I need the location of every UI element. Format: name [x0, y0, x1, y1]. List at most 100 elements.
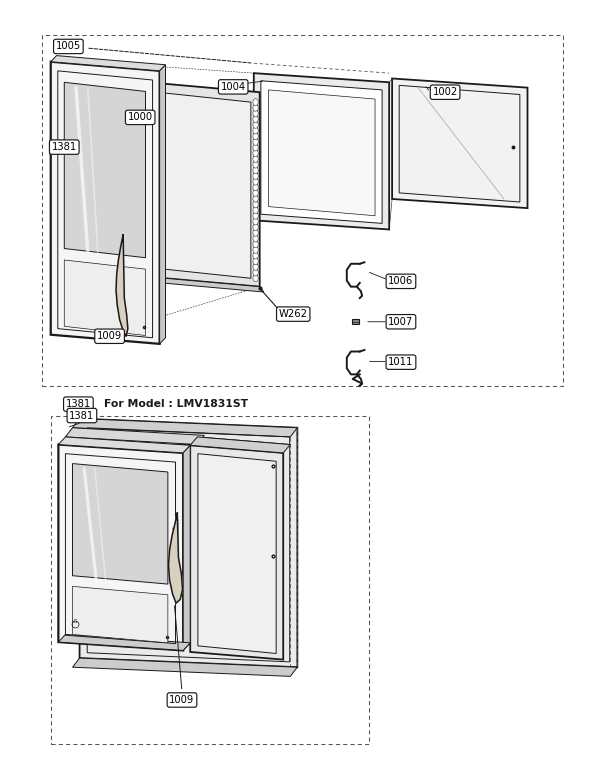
- Circle shape: [157, 209, 162, 215]
- Circle shape: [253, 150, 258, 157]
- Circle shape: [253, 156, 258, 163]
- Circle shape: [157, 186, 162, 193]
- Circle shape: [253, 138, 258, 145]
- Text: 1011: 1011: [388, 358, 414, 367]
- Circle shape: [157, 101, 162, 108]
- Circle shape: [253, 241, 258, 248]
- Polygon shape: [58, 634, 190, 650]
- Circle shape: [253, 133, 258, 140]
- Circle shape: [253, 252, 258, 259]
- Circle shape: [157, 215, 162, 222]
- Text: 1002: 1002: [432, 87, 458, 97]
- Circle shape: [253, 110, 258, 117]
- Text: For Model : LMV1831ST: For Model : LMV1831ST: [104, 399, 248, 409]
- Circle shape: [253, 269, 258, 276]
- Circle shape: [157, 203, 162, 210]
- Polygon shape: [51, 62, 160, 344]
- Polygon shape: [51, 56, 166, 71]
- Circle shape: [253, 161, 258, 168]
- Circle shape: [253, 206, 258, 213]
- Circle shape: [157, 180, 162, 187]
- Circle shape: [253, 224, 258, 231]
- Circle shape: [157, 135, 162, 142]
- Polygon shape: [80, 419, 297, 667]
- Circle shape: [157, 175, 162, 182]
- Text: 1381: 1381: [52, 142, 77, 152]
- Circle shape: [157, 266, 162, 273]
- Circle shape: [157, 238, 162, 244]
- Polygon shape: [58, 445, 183, 650]
- Circle shape: [253, 99, 258, 105]
- Circle shape: [253, 115, 258, 122]
- Circle shape: [157, 147, 162, 154]
- Circle shape: [157, 157, 162, 164]
- Circle shape: [157, 192, 162, 199]
- Circle shape: [253, 235, 258, 242]
- Text: 1006: 1006: [388, 277, 414, 286]
- Circle shape: [253, 121, 258, 128]
- Circle shape: [253, 189, 258, 196]
- Circle shape: [157, 198, 162, 205]
- Circle shape: [157, 248, 162, 255]
- Text: 1381: 1381: [69, 410, 94, 420]
- Polygon shape: [73, 587, 168, 643]
- Polygon shape: [64, 83, 146, 257]
- Polygon shape: [58, 437, 190, 453]
- Polygon shape: [198, 454, 276, 653]
- Text: 1000: 1000: [127, 112, 153, 122]
- Circle shape: [253, 212, 258, 219]
- Polygon shape: [261, 81, 382, 223]
- Polygon shape: [268, 90, 375, 215]
- Circle shape: [157, 112, 162, 119]
- Circle shape: [157, 118, 162, 125]
- Circle shape: [157, 254, 162, 261]
- Circle shape: [157, 163, 162, 170]
- Polygon shape: [65, 428, 204, 445]
- Circle shape: [253, 127, 258, 134]
- Circle shape: [253, 247, 258, 254]
- Circle shape: [253, 167, 258, 173]
- Polygon shape: [254, 73, 389, 229]
- Circle shape: [253, 196, 258, 202]
- Circle shape: [157, 89, 162, 96]
- Polygon shape: [183, 445, 190, 650]
- Polygon shape: [392, 79, 527, 208]
- Circle shape: [157, 243, 162, 250]
- Polygon shape: [73, 464, 168, 584]
- Circle shape: [253, 218, 258, 225]
- Circle shape: [253, 105, 258, 112]
- Text: W262: W262: [278, 309, 308, 319]
- Text: 1009: 1009: [169, 695, 195, 705]
- Circle shape: [157, 107, 162, 113]
- Circle shape: [157, 220, 162, 227]
- Text: LG: LG: [71, 619, 78, 624]
- Circle shape: [253, 229, 258, 236]
- Polygon shape: [65, 437, 290, 445]
- Circle shape: [253, 275, 258, 282]
- Circle shape: [157, 260, 162, 267]
- Circle shape: [253, 201, 258, 208]
- Circle shape: [253, 144, 258, 151]
- Text: 1009: 1009: [97, 332, 122, 342]
- Text: 1381: 1381: [65, 399, 91, 409]
- Circle shape: [253, 178, 258, 185]
- Polygon shape: [157, 83, 260, 286]
- Circle shape: [157, 141, 162, 147]
- Circle shape: [253, 173, 258, 180]
- Polygon shape: [169, 513, 182, 603]
- Polygon shape: [160, 65, 166, 344]
- Circle shape: [157, 169, 162, 176]
- Circle shape: [253, 184, 258, 191]
- Polygon shape: [64, 260, 146, 335]
- Circle shape: [157, 96, 162, 102]
- Circle shape: [157, 231, 162, 238]
- Circle shape: [157, 226, 162, 233]
- Polygon shape: [190, 445, 283, 659]
- Circle shape: [157, 129, 162, 136]
- Circle shape: [253, 264, 258, 270]
- Text: 1004: 1004: [221, 82, 246, 92]
- Polygon shape: [73, 658, 297, 676]
- Polygon shape: [190, 437, 290, 453]
- Text: 1007: 1007: [388, 317, 414, 327]
- Polygon shape: [157, 277, 264, 292]
